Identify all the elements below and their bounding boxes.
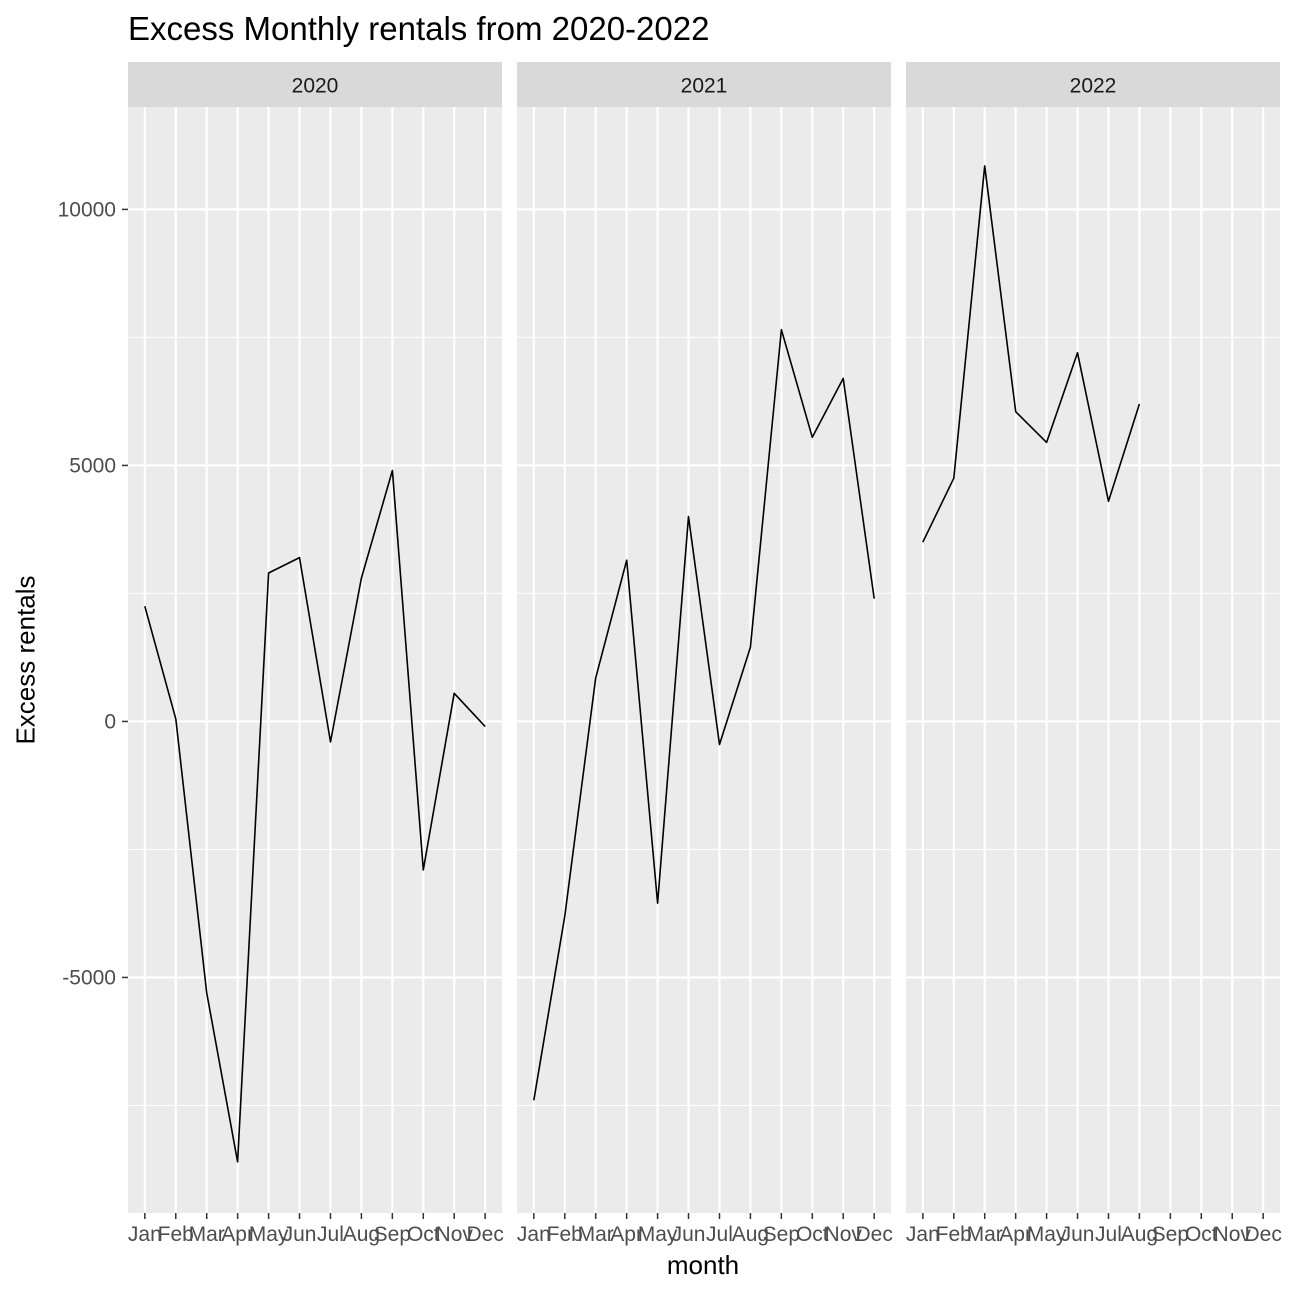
x-tick-label: Jan xyxy=(128,1223,162,1246)
series-line-2022 xyxy=(922,165,1141,543)
panel-background xyxy=(128,107,502,1213)
facet-strip-label: 2020 xyxy=(292,75,339,98)
facet-strip-label: 2022 xyxy=(1070,75,1117,98)
y-tick-label: 10000 xyxy=(58,198,116,221)
x-tick-label: May xyxy=(638,1223,678,1246)
x-tick-label: Nov xyxy=(1214,1223,1252,1246)
x-tick-label: Jul xyxy=(317,1223,344,1246)
x-tick-label: Apr xyxy=(221,1223,254,1246)
y-tick-label: -5000 xyxy=(62,966,116,989)
x-tick-label: Nov xyxy=(436,1223,474,1246)
x-tick-label: Apr xyxy=(999,1223,1032,1246)
x-tick-label: Jan xyxy=(906,1223,940,1246)
x-tick-label: Oct xyxy=(796,1223,829,1246)
x-tick-label: Nov xyxy=(825,1223,863,1246)
x-tick-label: Dec xyxy=(466,1223,503,1246)
panel-background xyxy=(906,107,1280,1213)
x-tick-label: Mar xyxy=(189,1223,225,1246)
x-axis-label: month xyxy=(666,1250,740,1280)
y-tick-label: 0 xyxy=(104,710,116,733)
x-tick-label: Sep xyxy=(374,1223,411,1246)
x-tick-label: May xyxy=(249,1223,289,1246)
chart-title: Excess Monthly rentals from 2020-2022 xyxy=(128,10,710,47)
x-tick-label: Jan xyxy=(517,1223,551,1246)
series-line-2021 xyxy=(533,328,875,1101)
x-tick-label: Sep xyxy=(763,1223,800,1246)
panel-background xyxy=(517,107,891,1213)
facet-strip-label: 2021 xyxy=(681,75,728,98)
x-tick-label: Jul xyxy=(706,1223,733,1246)
x-tick-label: Feb xyxy=(547,1223,583,1246)
facet-strip xyxy=(906,62,1280,107)
x-tick-label: Jun xyxy=(672,1223,706,1246)
x-tick-label: Aug xyxy=(1121,1223,1158,1246)
y-tick-label: 5000 xyxy=(69,454,116,477)
x-tick-label: Apr xyxy=(610,1223,643,1246)
x-tick-label: May xyxy=(1027,1223,1067,1246)
x-tick-label: Oct xyxy=(1185,1223,1218,1246)
x-tick-label: Jun xyxy=(283,1223,317,1246)
x-tick-label: Aug xyxy=(732,1223,769,1246)
x-tick-label: Feb xyxy=(936,1223,972,1246)
x-tick-label: Jun xyxy=(1061,1223,1095,1246)
x-tick-label: Oct xyxy=(407,1223,440,1246)
x-tick-label: Aug xyxy=(343,1223,380,1246)
series-line-2020 xyxy=(144,469,486,1163)
y-axis-label: Excess rentals xyxy=(10,575,41,745)
x-tick-label: Sep xyxy=(1152,1223,1189,1246)
x-tick-label: Feb xyxy=(158,1223,194,1246)
facet-strip xyxy=(517,62,891,107)
x-tick-label: Jul xyxy=(1095,1223,1122,1246)
x-tick-label: Mar xyxy=(967,1223,1003,1246)
facet-strip xyxy=(128,62,502,107)
x-tick-label: Mar xyxy=(578,1223,614,1246)
x-tick-label: Dec xyxy=(1244,1223,1281,1246)
x-tick-label: Dec xyxy=(855,1223,892,1246)
